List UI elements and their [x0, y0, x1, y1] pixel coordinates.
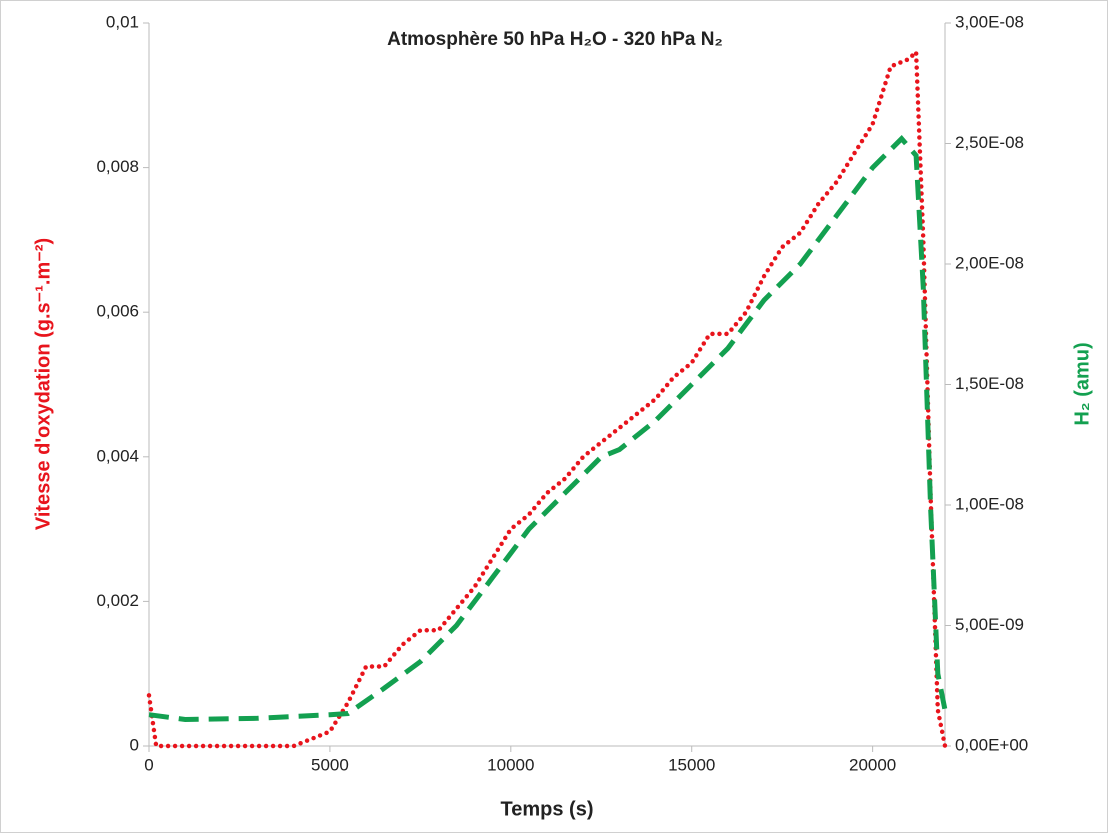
x-tick-label: 20000 [849, 755, 896, 774]
y-tick-label: 0,008 [96, 157, 139, 176]
y2-axis-title: H₂ (amu) [1071, 342, 1093, 425]
x-axis-title: Temps (s) [501, 798, 594, 820]
y-tick-label: 0,004 [96, 446, 139, 465]
x-tick-label: 5000 [311, 755, 349, 774]
series-line [146, 46, 948, 749]
y2-tick-label: 1,50E-08 [955, 374, 1024, 393]
y-tick-label: 0 [130, 735, 139, 754]
series-line [148, 135, 948, 723]
x-tick-label: 0 [144, 755, 153, 774]
y2-tick-label: 1,00E-08 [955, 494, 1024, 513]
y-tick-label: 0,006 [96, 302, 139, 321]
y-axis-title: Vitesse d'oxydation (g.s⁻¹.m⁻²) [32, 238, 54, 530]
y2-tick-label: 0,00E+00 [955, 735, 1028, 754]
x-tick-label: 15000 [668, 755, 715, 774]
y2-tick-label: 5,00E-09 [955, 615, 1024, 634]
y2-tick-label: 2,00E-08 [955, 253, 1024, 272]
y2-tick-label: 2,50E-08 [955, 133, 1024, 152]
y2-tick-label: 3,00E-08 [955, 12, 1024, 31]
y-tick-label: 0,002 [96, 591, 139, 610]
chart-title: Atmosphère 50 hPa H₂O - 320 hPa N₂ [387, 29, 723, 50]
y-tick-label: 0,01 [106, 12, 139, 31]
x-tick-label: 10000 [487, 755, 534, 774]
